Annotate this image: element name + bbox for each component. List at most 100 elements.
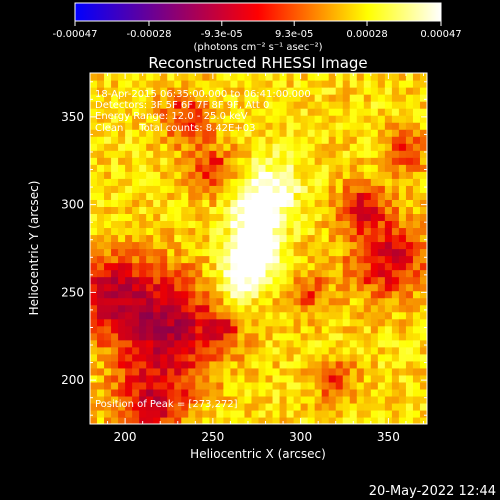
heatmap-cell [342,304,351,313]
heatmap-cell [209,318,217,327]
heatmap-cell [419,297,427,306]
heatmap-cell [104,115,112,123]
heatmap-cell [237,388,246,397]
heatmap-cell [153,129,161,137]
heatmap-cell [405,353,414,362]
heatmap-cell [356,136,365,144]
heatmap-cell [356,395,365,404]
heatmap-cell [132,150,140,158]
heatmap-cell [202,101,210,109]
heatmap-cell [377,339,386,348]
heatmap-cell [405,192,414,200]
heatmap-cell [181,199,189,207]
heatmap-cell [398,178,407,186]
heatmap-cell [188,199,196,207]
heatmap-cell [405,80,414,88]
heatmap-cell [139,325,147,334]
heatmap-cell [97,241,105,250]
heatmap-cell [188,164,196,172]
heatmap-cell [314,297,323,306]
heatmap-cell [342,409,351,418]
heatmap-cell [384,143,393,151]
heatmap-cell [258,199,267,207]
heatmap-cell [160,94,168,102]
heatmap-cell [202,311,210,320]
heatmap-cell [398,416,407,424]
heatmap-cell [300,374,309,383]
heatmap-cell [363,150,372,158]
heatmap-cell [230,283,239,292]
heatmap-cell [174,360,182,369]
heatmap-cell [160,136,168,144]
heatmap-cell [258,416,267,424]
heatmap-cell [230,122,239,130]
heatmap-cell [104,416,112,424]
heatmap-cell [223,199,232,207]
heatmap-cell [370,178,379,186]
heatmap-cell [223,269,232,278]
heatmap-cell [104,409,112,418]
heatmap-cell [118,199,126,207]
heatmap-cell [286,262,295,271]
heatmap-cell [419,80,427,88]
heatmap-cell [279,381,288,390]
heatmap-cell [328,297,337,306]
heatmap-cell [104,297,112,306]
heatmap-cell [209,164,217,172]
heatmap-cell [391,402,400,411]
heatmap-cell [223,353,232,362]
heatmap-cell [307,136,316,144]
heatmap-cell [419,227,427,236]
heatmap-cell [223,136,232,144]
heatmap-cell [97,325,105,334]
heatmap-cell [300,157,309,165]
heatmap-cell [321,94,330,102]
heatmap-cell [181,332,189,341]
heatmap-cell [342,122,351,130]
heatmap-cell [363,381,372,390]
heatmap-cell [363,283,372,292]
heatmap-cell [223,157,232,165]
heatmap-cell [342,325,351,334]
heatmap-cell [139,381,147,390]
heatmap-cell [90,374,98,383]
heatmap-cell [307,220,316,229]
heatmap-cell [146,192,154,200]
heatmap-cell [398,115,407,123]
heatmap-cell [356,311,365,320]
heatmap-cell [216,73,224,81]
heatmap-cell [293,192,302,200]
heatmap-cell [356,346,365,355]
heatmap-cell [258,150,267,158]
heatmap-cell [118,101,126,109]
heatmap-cell [286,87,295,95]
heatmap-cell [272,185,281,193]
heatmap-cell [398,206,407,214]
heatmap-cell [97,157,105,165]
heatmap-cell [251,339,260,348]
heatmap-cell [174,108,182,116]
heatmap-cell [90,269,98,278]
heatmap-cell [167,178,175,186]
heatmap-cell [90,87,98,95]
heatmap-cell [286,136,295,144]
heatmap-cell [104,220,112,229]
heatmap-cell [90,164,98,172]
heatmap-cell [412,234,421,243]
heatmap-cell [363,353,372,362]
heatmap-cell [97,353,105,362]
heatmap-cell [237,136,246,144]
heatmap-cell [314,115,323,123]
heatmap-cell [251,409,260,418]
heatmap-cell [342,80,351,88]
heatmap-cell [398,185,407,193]
heatmap-cell [300,262,309,271]
heatmap-cell [153,157,161,165]
heatmap-cell [244,353,253,362]
heatmap-cell [132,227,140,236]
heatmap-cell [216,206,224,214]
heatmap-cell [237,164,246,172]
heatmap-cell [160,241,168,250]
heatmap-cell [223,290,232,299]
heatmap-cell [111,297,119,306]
